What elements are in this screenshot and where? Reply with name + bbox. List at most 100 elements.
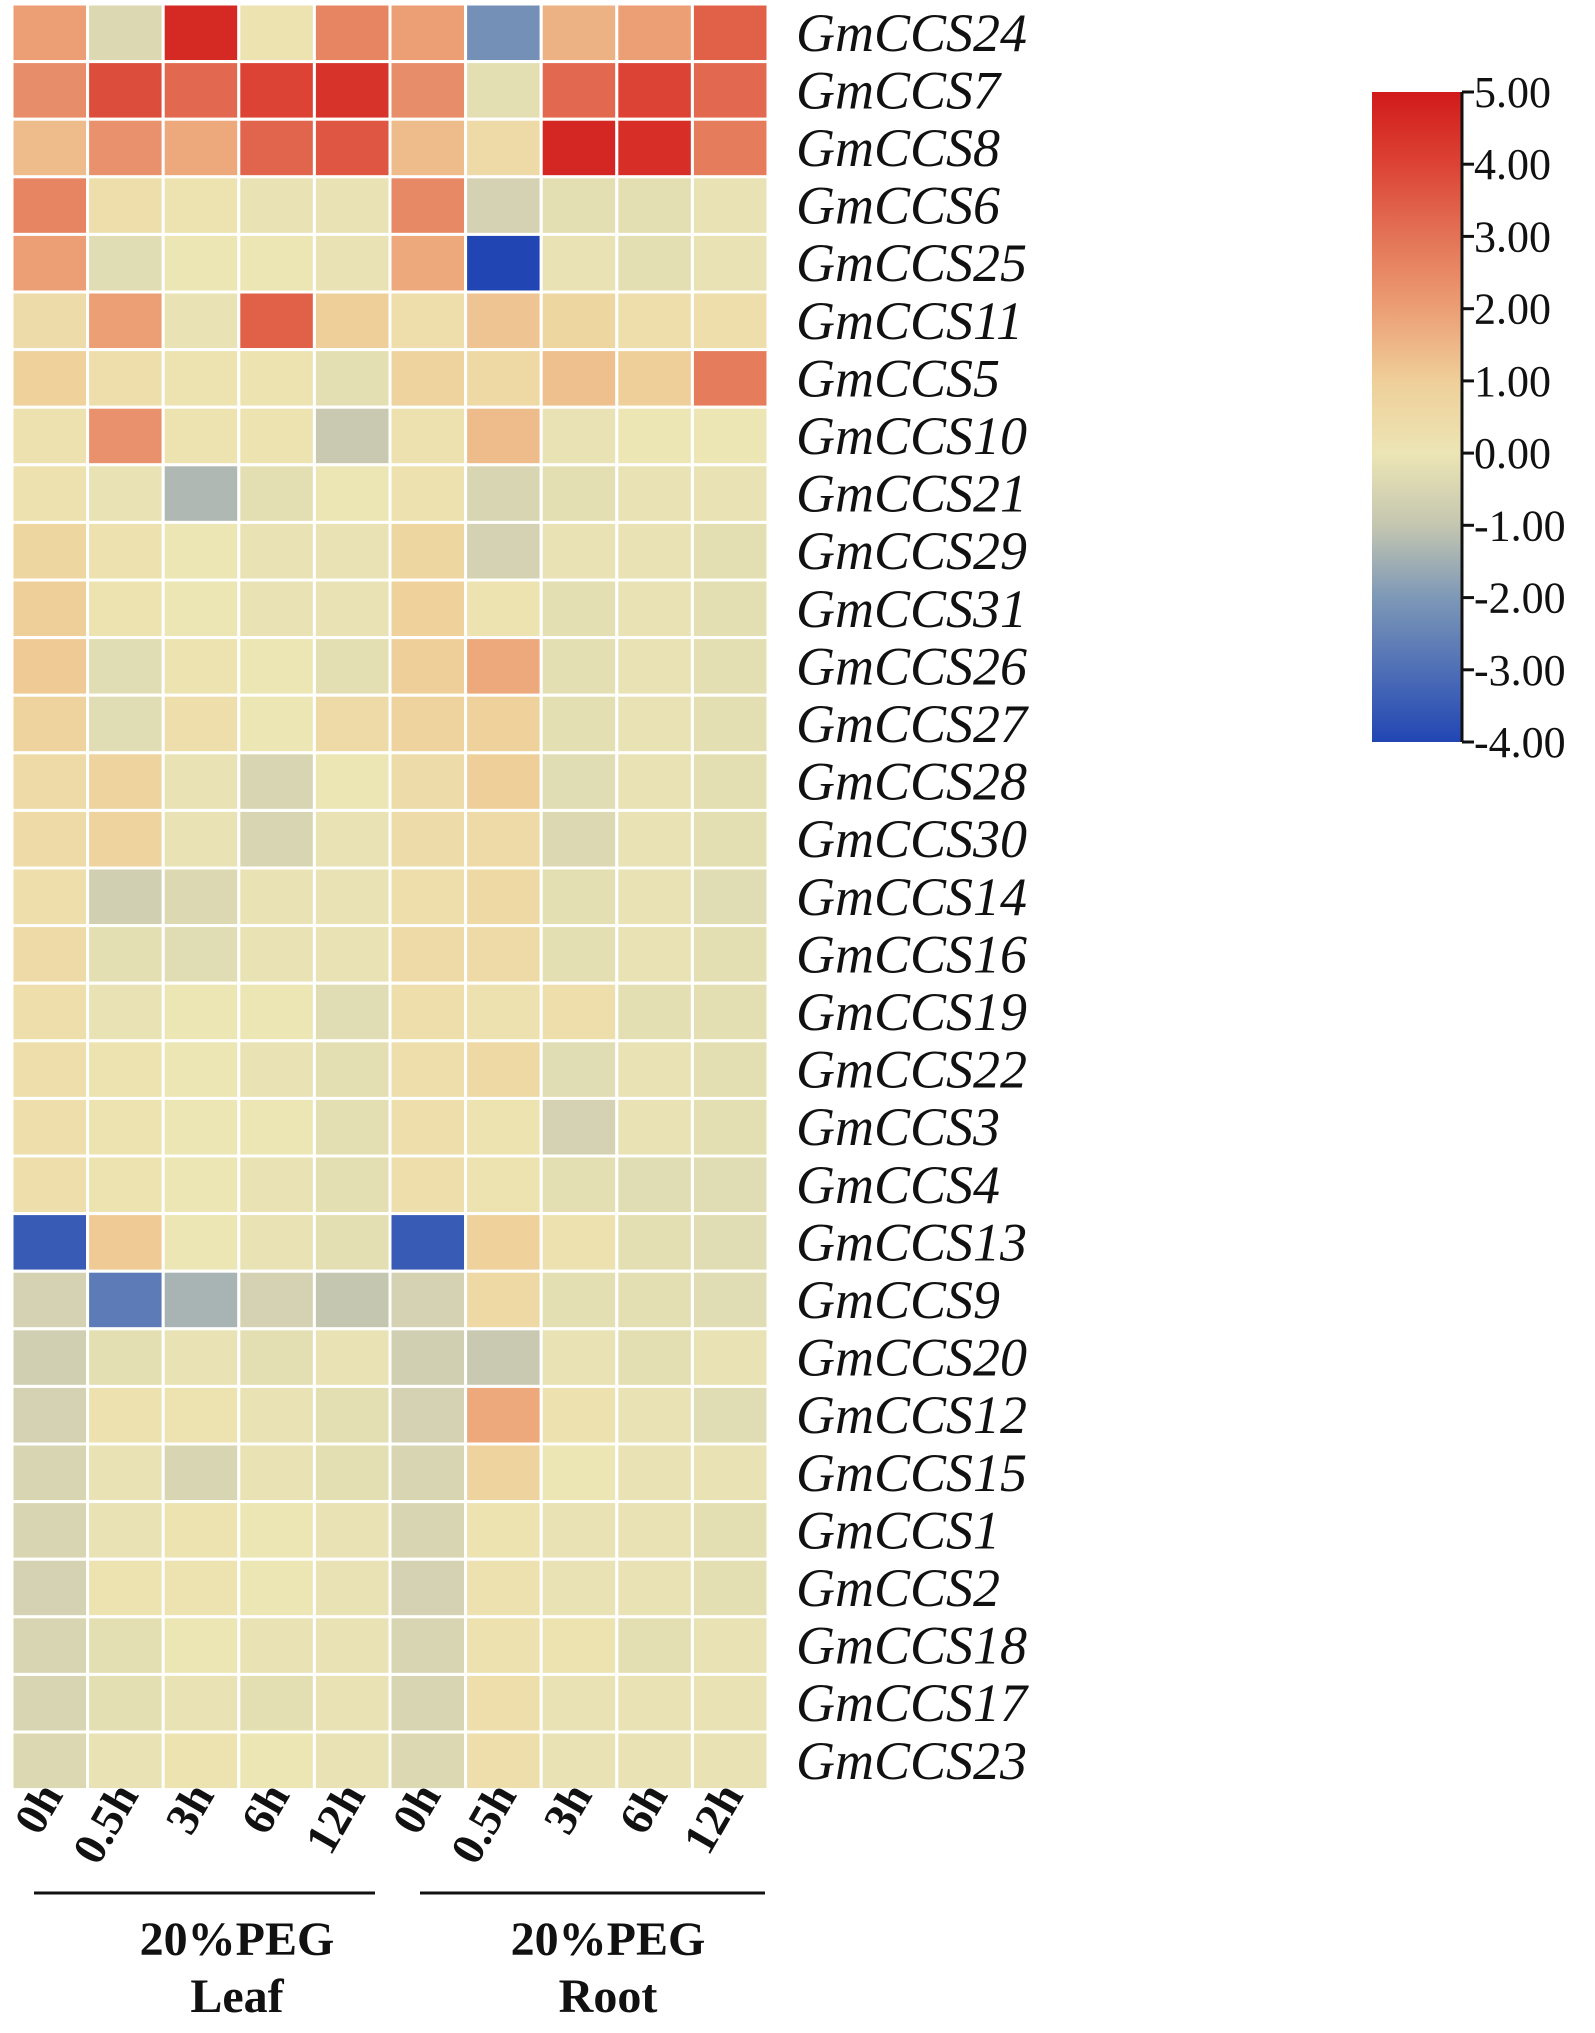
heatmap-cell bbox=[464, 924, 543, 985]
gene-label: GmCCS2 bbox=[796, 1558, 1000, 1618]
heatmap-cell bbox=[10, 808, 90, 870]
color-scale-ticks: 5.00 4.00 3.00 2.00 1.00 0.00 -1.00 -2.00 -3.00 -… bbox=[1462, 68, 1566, 767]
heatmap-cell bbox=[312, 1442, 392, 1504]
heatmap-cell bbox=[10, 463, 90, 524]
heatmap-cell bbox=[86, 1269, 165, 1331]
heatmap-cell bbox=[464, 232, 543, 294]
heatmap-cell bbox=[464, 1615, 543, 1676]
heatmap-cell bbox=[161, 981, 241, 1043]
heatmap-cell bbox=[464, 578, 543, 640]
heatmap-cell bbox=[237, 636, 316, 697]
color-scale-tick-label: 0.00 bbox=[1474, 429, 1551, 478]
heatmap-cell bbox=[86, 520, 165, 582]
heatmap-cell bbox=[161, 1730, 241, 1792]
heatmap-cell bbox=[539, 1096, 619, 1158]
heatmap-cell bbox=[464, 520, 543, 582]
heatmap-cell bbox=[161, 1327, 241, 1388]
heatmap-cell bbox=[161, 1212, 241, 1273]
heatmap-cell bbox=[161, 232, 241, 294]
heatmap-cell bbox=[690, 60, 770, 121]
heatmap-cell bbox=[464, 981, 543, 1043]
heatmap-cell bbox=[10, 693, 90, 755]
gene-label: GmCCS16 bbox=[796, 924, 1027, 984]
heatmap-cell bbox=[10, 924, 90, 985]
heatmap-cell bbox=[464, 808, 543, 870]
gene-label: GmCCS4 bbox=[796, 1155, 1000, 1215]
heatmap-cell bbox=[464, 1442, 543, 1504]
heatmap-cell bbox=[161, 290, 241, 352]
heatmap-cell bbox=[10, 405, 90, 467]
heatmap-cell bbox=[690, 1096, 770, 1158]
heatmap-cell bbox=[539, 981, 619, 1043]
heatmap-cell bbox=[388, 117, 468, 179]
color-scale-tick-label: 2.00 bbox=[1474, 285, 1551, 334]
gene-label: GmCCS9 bbox=[796, 1270, 1000, 1330]
heatmap-cell bbox=[690, 1039, 770, 1100]
heatmap-cell bbox=[464, 1154, 543, 1216]
heatmap-cell bbox=[464, 866, 543, 928]
heatmap-cell bbox=[237, 1327, 316, 1388]
heatmap-cell bbox=[615, 1039, 694, 1100]
heatmap-cell bbox=[10, 1212, 90, 1273]
heatmap-cell bbox=[312, 405, 392, 467]
heatmap-cell bbox=[237, 117, 316, 179]
heatmap-cell bbox=[539, 866, 619, 928]
gene-label: GmCCS25 bbox=[796, 233, 1027, 293]
heatmap-cell bbox=[539, 2, 619, 64]
gene-label: GmCCS3 bbox=[796, 1097, 1000, 1157]
heatmap-cell bbox=[388, 808, 468, 870]
heatmap-cell bbox=[615, 1557, 694, 1619]
heatmap-cell bbox=[539, 290, 619, 352]
heatmap-cell bbox=[161, 1557, 241, 1619]
heatmap-cell bbox=[539, 463, 619, 524]
heatmap-cell bbox=[312, 1269, 392, 1331]
heatmap-cell bbox=[464, 60, 543, 121]
group-leaf-label-line2: Leaf bbox=[190, 1970, 284, 2023]
heatmap-cell bbox=[615, 1500, 694, 1561]
gene-label: GmCCS27 bbox=[796, 694, 1029, 754]
heatmap-cell bbox=[10, 1500, 90, 1561]
heatmap-cell bbox=[464, 1672, 543, 1734]
heatmap-cell bbox=[10, 60, 90, 121]
heatmap-cell bbox=[615, 1212, 694, 1273]
heatmap-cell bbox=[615, 1269, 694, 1331]
heatmap-cell bbox=[464, 751, 543, 812]
heatmap-cell bbox=[615, 981, 694, 1043]
heatmap-cell bbox=[237, 60, 316, 121]
heatmap-cell bbox=[464, 1730, 543, 1792]
heatmap-cell bbox=[690, 1212, 770, 1273]
heatmap-cell bbox=[161, 175, 241, 236]
heatmap-cell bbox=[161, 2, 241, 64]
heatmap-cell bbox=[388, 232, 468, 294]
heatmap-cell bbox=[388, 1672, 468, 1734]
heatmap-cell bbox=[615, 232, 694, 294]
gene-label: GmCCS11 bbox=[796, 291, 1023, 351]
heatmap-cell bbox=[690, 1269, 770, 1331]
heatmap-cell bbox=[161, 1672, 241, 1734]
heatmap-cell bbox=[86, 463, 165, 524]
heatmap-cell bbox=[161, 693, 241, 755]
heatmap-cell bbox=[464, 1557, 543, 1619]
heatmap-cell bbox=[10, 866, 90, 928]
heatmap-cell bbox=[86, 60, 165, 121]
heatmap-cell bbox=[312, 1557, 392, 1619]
heatmap-cell bbox=[615, 405, 694, 467]
color-scale-tick-label: 4.00 bbox=[1474, 140, 1551, 189]
heatmap-cell bbox=[161, 1384, 241, 1446]
heatmap-cell bbox=[312, 924, 392, 985]
heatmap-cell bbox=[312, 751, 392, 812]
heatmap-cell bbox=[86, 1442, 165, 1504]
heatmap-cell bbox=[388, 693, 468, 755]
heatmap-cell bbox=[388, 981, 468, 1043]
heatmap-cell bbox=[312, 175, 392, 236]
heatmap-cell bbox=[464, 348, 543, 409]
heatmap-cell bbox=[312, 1096, 392, 1158]
heatmap-cell bbox=[10, 1327, 90, 1388]
heatmap-cell bbox=[161, 520, 241, 582]
heatmap-cell bbox=[539, 636, 619, 697]
heatmap-cell bbox=[615, 117, 694, 179]
heatmap-cell bbox=[312, 520, 392, 582]
heatmap-cell bbox=[539, 60, 619, 121]
heatmap-cell bbox=[237, 2, 316, 64]
heatmap-cell bbox=[161, 1442, 241, 1504]
